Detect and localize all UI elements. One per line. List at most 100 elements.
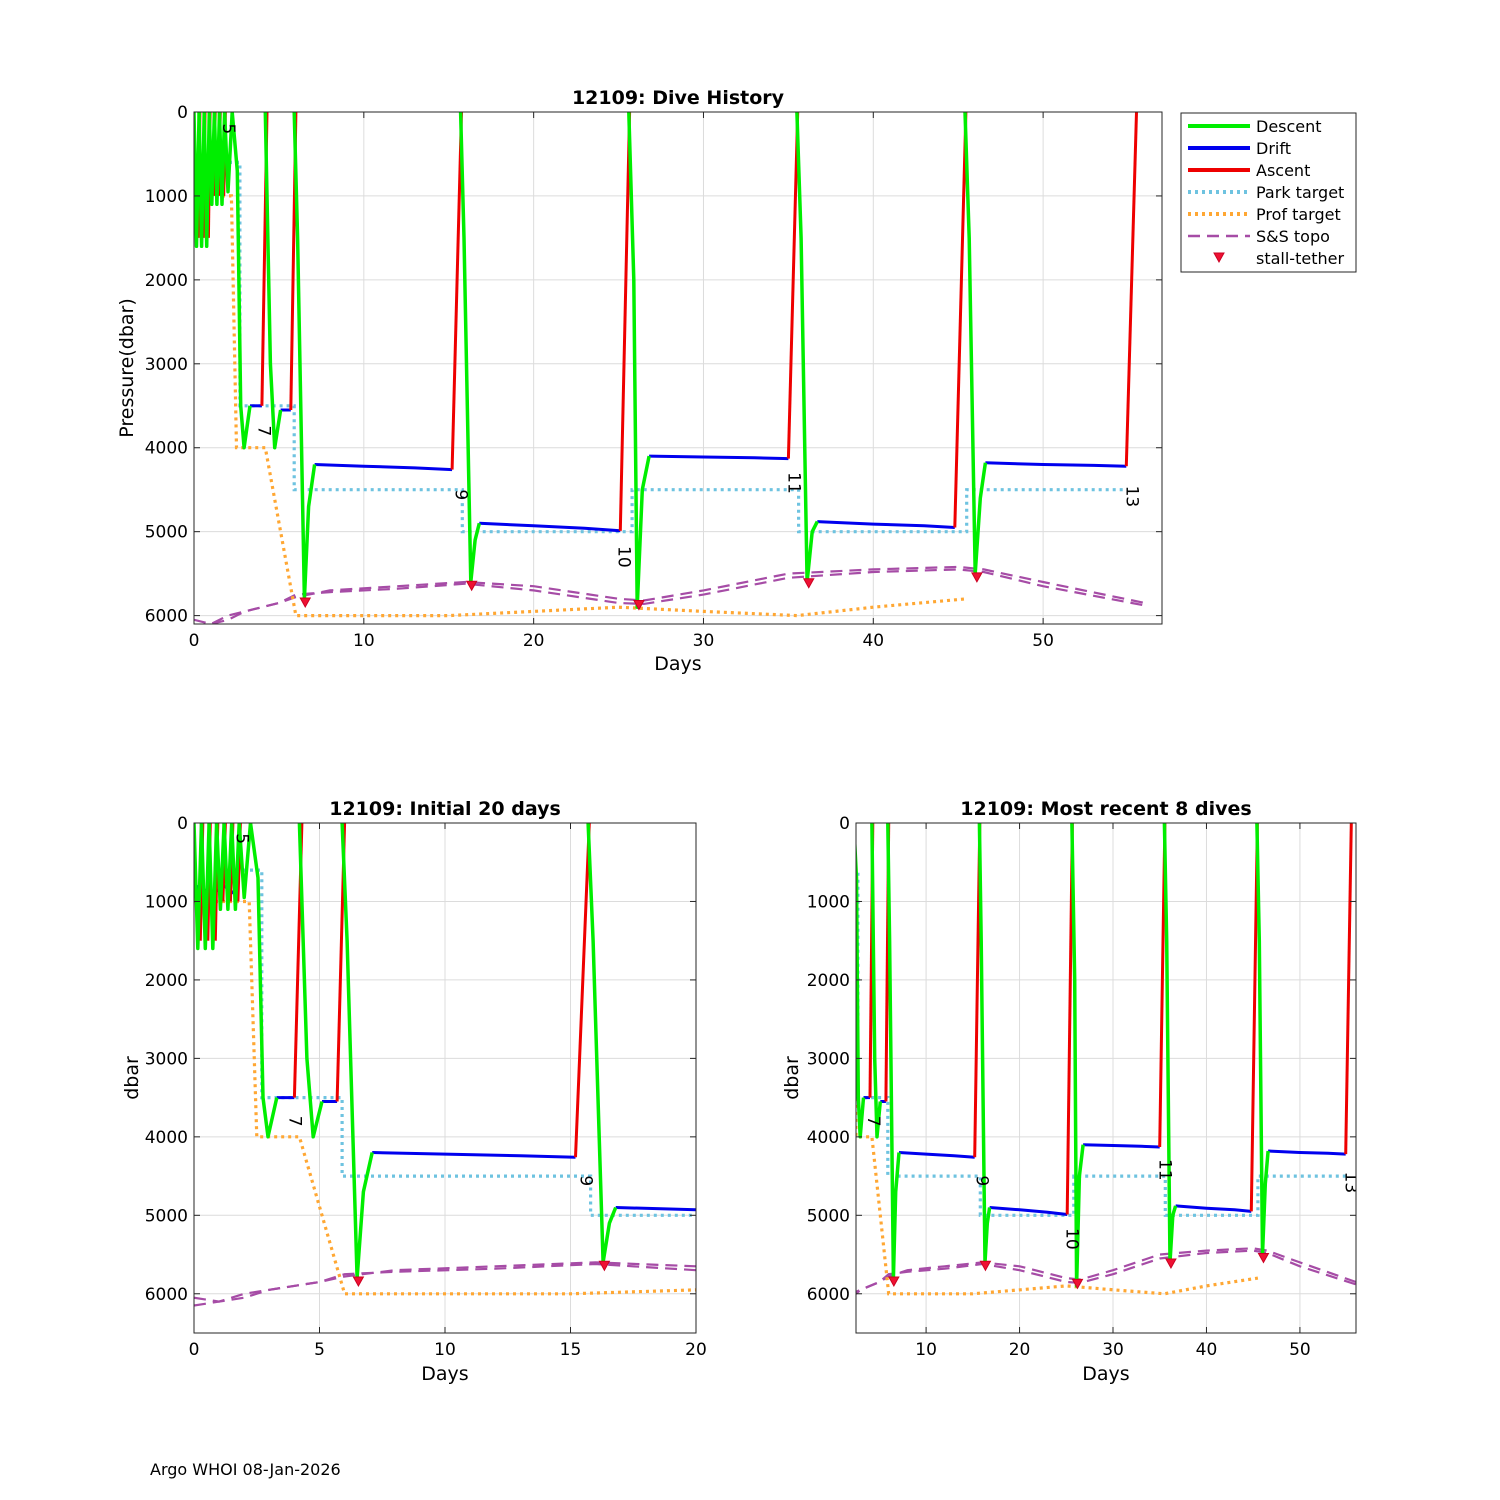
descent-segment [838,823,841,949]
dive-number-label: 9 [972,1175,992,1186]
descent-segment [202,112,212,249]
y-tick-label: 2000 [145,971,188,991]
legend-swatch [1213,252,1225,264]
y-tick-label: 5000 [145,1206,188,1226]
chart-recent: 12109: Most recent 8 dives 7 9 10 11 13 10 20… [781,798,1361,1385]
chart-recent-plot-area: 7 9 10 11 13 [833,823,1361,1296]
drift-segment [479,521,621,533]
legend-label: Drift [1256,139,1291,158]
descent-segment [230,112,252,450]
dive-number-label: 7 [863,1116,883,1127]
chart-initial: 12109: Initial 20 days 579 0 5 10 15 2001000… [121,798,1500,1385]
stall-tether-marker [802,578,815,589]
descent-segment [870,823,883,1139]
legend-label: stall-tether [1256,249,1344,268]
dive-number-label: 7 [284,1116,304,1127]
stall-tether-marker [299,597,312,609]
drift-segment [989,1206,1068,1216]
park-target-line [194,868,696,1217]
y-tick-label: 3000 [145,355,188,375]
topo-line [206,568,1146,624]
legend-item-stall: stall-tether [1213,249,1344,268]
topo-line [856,1249,1356,1296]
stall-tether-marker [971,572,983,583]
x-tick-label: 40 [862,631,884,651]
stall-tether-marker [1098,1259,1108,1268]
y-tick-label: 0 [839,814,850,834]
y-tick-label: 1000 [145,892,188,912]
y-tick-label: 1000 [807,892,850,912]
ascent-segment [574,823,591,1158]
x-tick-label: 20 [685,1340,707,1360]
park-target-line [194,160,1128,534]
legend-item-ascent: Ascent [1188,161,1310,180]
x-tick-label: 30 [693,631,715,651]
chart-recent-frame [855,822,1357,1334]
x-tick-label: 50 [1289,1340,1311,1360]
descent-segment [194,823,204,951]
y-tick-label: 5000 [807,1206,850,1226]
park-target-line [856,868,1347,1217]
descent-segment [297,823,324,1139]
chart-initial-grid [193,822,697,1333]
y-tick-label: 2000 [807,971,850,991]
dive-number-label: 5 [232,833,252,844]
drift-segment [1175,1204,1252,1213]
chart-main: 12109: Dive History 5 7 9 10 11 13 0 10 20 30 40 5… [116,87,1163,675]
descent-segment [833,823,836,949]
legend-label: Ascent [1256,161,1310,180]
stall-tether-marker [1257,1252,1270,1264]
descent-segment [1255,823,1270,1257]
drift-segment [1268,1149,1346,1156]
chart-main-ticks: 0 10 20 30 40 50 0 1000 2000 3000 4000 5000 6000 [145,103,1162,651]
stall-tether-marker [633,600,645,611]
y-tick-label: 1000 [145,187,188,207]
descent-segment [835,823,838,949]
descent-segment [1085,823,1115,1262]
legend-item-topo: S&S topo [1188,227,1330,246]
dive-number-label: 13 [1341,1172,1361,1194]
chart-initial-title: 12109: Initial 20 days [329,798,561,820]
dive-number-label: 9 [451,489,471,500]
legend-label: S&S topo [1256,227,1330,246]
descent-segment [1070,823,1085,1288]
ascent-segment [1249,823,1259,1212]
stall-tether-marker [352,1276,365,1288]
legend-label: Prof target [1256,205,1341,224]
topo-line [856,1247,1356,1293]
legend-label: Park target [1256,183,1344,202]
dive-number-label: 9 [576,1175,596,1186]
chart-main-title: 12109: Dive History [572,87,785,109]
ascent-segment [824,823,838,1215]
drift-segment [1364,1151,1500,1154]
chart-main-grid [193,111,1162,624]
y-tick-label: 5000 [145,523,188,543]
x-tick-label: 20 [523,631,545,651]
drift-segment [898,1151,975,1159]
topo-line [194,1262,696,1307]
ascent-segment [838,823,839,941]
descent-segment [222,823,234,912]
legend-item-drift: Drift [1188,139,1291,158]
dive-number-label: 10 [614,546,634,568]
drift-segment [615,1206,696,1212]
ascent-segment [846,823,847,902]
descent-segment [977,823,992,1265]
descent-segment [850,823,854,898]
prof-target-line [194,899,696,1296]
descent-segment [217,112,227,207]
dive-number-label: 11 [1155,1159,1175,1181]
ascent-segment [618,112,632,531]
drift-segment [817,520,955,529]
drift-segment [372,1151,576,1159]
y-tick-label: 3000 [145,1049,188,1069]
dive-number-label: 11 [783,472,803,494]
descent-segment [340,823,374,1280]
descent-segment [207,823,219,951]
x-tick-label: 0 [189,1340,200,1360]
descent-segment [229,823,241,912]
y-tick-label: 4000 [807,1128,850,1148]
stall-tether-marker [979,1260,992,1272]
ascent-segment [849,823,850,902]
